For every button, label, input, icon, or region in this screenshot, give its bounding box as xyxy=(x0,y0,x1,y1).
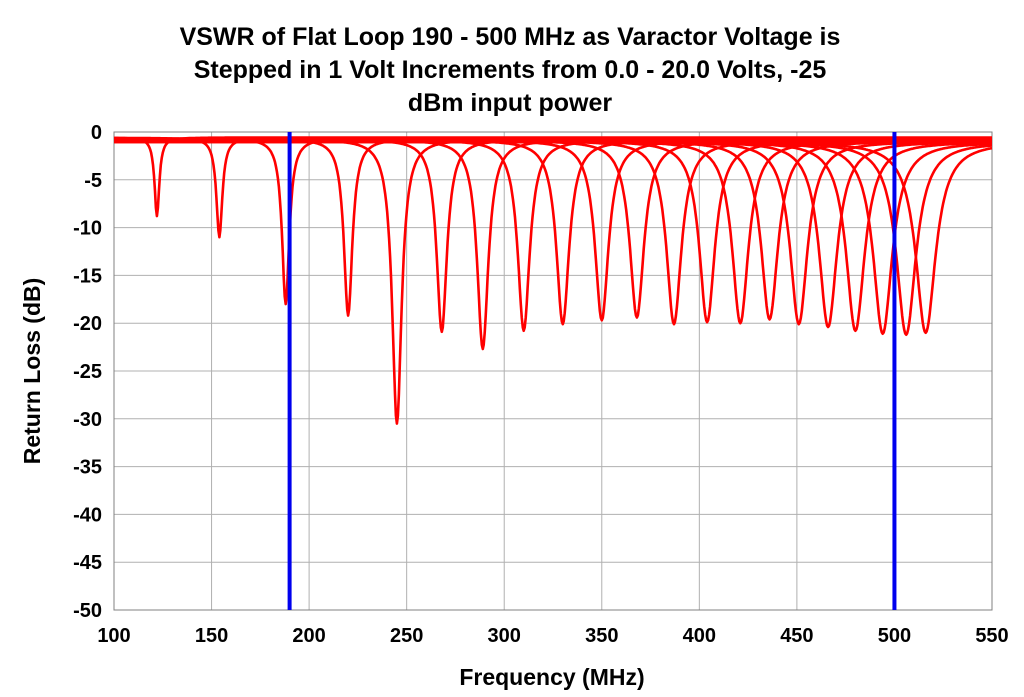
x-tick-label-8: 500 xyxy=(878,625,911,647)
y-tick-label-6: -30 xyxy=(73,409,102,431)
plot-frame xyxy=(113,131,993,611)
resonance-curve-20 xyxy=(113,140,993,335)
resonance-curve-6 xyxy=(113,138,993,351)
x-tick-labels: 100 150 200 250 300 350 400 450 500 550 xyxy=(97,625,1008,647)
y-tick-label-1: -5 xyxy=(84,170,102,192)
resonance-curve-17 xyxy=(113,140,993,333)
y-tick-label-8: -40 xyxy=(73,504,102,526)
x-tick-label-4: 300 xyxy=(488,625,521,647)
y-tick-labels: 0 -5 -10 -15 -20 -25 -30 -35 -40 -45 -50 xyxy=(73,122,102,622)
x-tick-label-2: 200 xyxy=(292,625,325,647)
y-tick-label-7: -35 xyxy=(73,457,102,479)
x-tick-label-5: 350 xyxy=(585,625,618,647)
y-tick-label-4: -20 xyxy=(73,313,102,335)
y-tick-label-10: -50 xyxy=(73,600,102,622)
curves xyxy=(113,136,993,425)
x-tick-label-7: 450 xyxy=(780,625,813,647)
y-tick-label-3: -15 xyxy=(73,265,102,287)
chart-title-line-3: dBm input power xyxy=(408,89,612,117)
chart-title-line-2: Stepped in 1 Volt Increments from 0.0 - … xyxy=(194,56,827,84)
chart-title-line-1: VSWR of Flat Loop 190 - 500 MHz as Varac… xyxy=(180,23,841,51)
y-axis-label: Return Loss (dB) xyxy=(19,278,45,465)
x-tick-label-0: 100 xyxy=(97,625,130,647)
y-tick-label-2: -10 xyxy=(73,218,102,240)
x-tick-label-1: 150 xyxy=(195,625,228,647)
y-tick-label-0: 0 xyxy=(91,122,102,144)
x-tick-label-3: 250 xyxy=(390,625,423,647)
x-tick-label-6: 400 xyxy=(683,625,716,647)
y-tick-label-9: -45 xyxy=(73,552,102,574)
x-axis-label: Frequency (MHz) xyxy=(459,664,644,690)
x-tick-label-9: 550 xyxy=(975,625,1008,647)
y-tick-label-5: -25 xyxy=(73,361,102,383)
markers xyxy=(287,132,897,610)
